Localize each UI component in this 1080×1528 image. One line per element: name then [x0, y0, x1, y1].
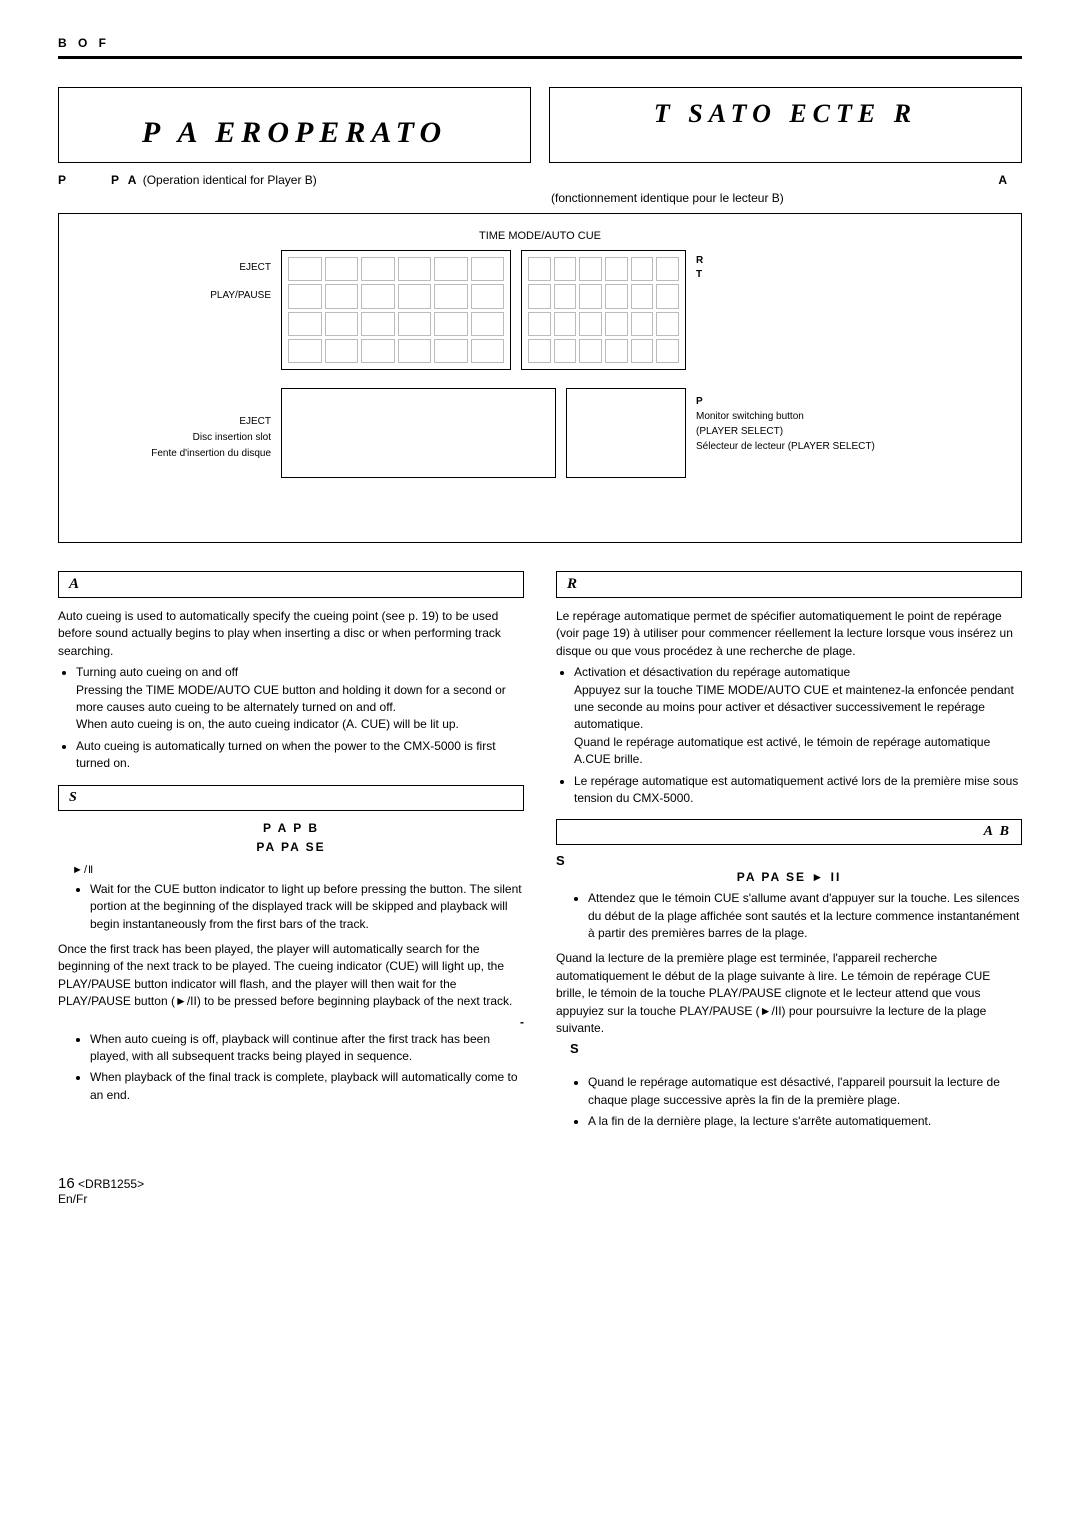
note-off-continue: When auto cueing is off, playback will c…: [90, 1031, 524, 1066]
device-mock-icon: [522, 251, 685, 369]
schem-labels-left: EJECT PLAY/PAUSE: [81, 250, 271, 310]
sub-left-paren: (Operation identical for Player B): [143, 173, 317, 187]
heading-ab: A B: [556, 819, 1022, 845]
label-playpause: PLAY/PAUSE: [81, 282, 271, 310]
bullet-activation-title: Activation et désactivation du repérage …: [574, 665, 850, 679]
sub-right-paren: (fonctionnement identique pour le lecteu…: [551, 191, 1010, 205]
step-title-l2: PA PA SE: [256, 840, 325, 854]
column-english: A Auto cueing is used to automatically s…: [58, 571, 524, 1139]
subtitle-right: A (fonctionnement identique pour le lect…: [543, 173, 1022, 205]
note-s-fr: S: [570, 1041, 1022, 1056]
page-number: 16: [58, 1175, 75, 1192]
heading-s: S: [58, 785, 524, 811]
p-reperage-intro: Le repérage automatique permet de spécif…: [556, 608, 1022, 660]
label-eject: EJECT: [81, 254, 271, 282]
schem-box-controller: [281, 250, 511, 370]
bullet-onoff-body: Pressing the TIME MODE/AUTO CUE button a…: [76, 683, 506, 714]
schematic-panel: TIME MODE/AUTO CUE EJECT PLAY/PAUSE: [58, 213, 1022, 543]
bullet-onoff-title: Turning auto cueing on and off: [76, 665, 238, 679]
header-rule: [58, 56, 1022, 59]
subtitle-row: P P A (Operation identical for Player B)…: [58, 173, 1022, 205]
note-final-end: When playback of the final track is comp…: [90, 1069, 524, 1104]
label-monitor-en: Monitor switching button: [696, 409, 999, 424]
schem-box-panel2: [521, 250, 686, 370]
column-french: R Le repérage automatique permet de spéc…: [556, 571, 1022, 1139]
bullet-attendez: Attendez que le témoin CUE s'allume avan…: [588, 890, 1022, 942]
p-apres-premiere: Quand la lecture de la première plage es…: [556, 950, 1022, 1037]
schem-bottom-right-labels: P Monitor switching button (PLAYER SELEC…: [696, 388, 999, 454]
heading-ab-text: A B: [984, 824, 1011, 840]
p-apres-premiere-text: Quand la lecture de la première plage es…: [556, 950, 1022, 1037]
bullet-onoff: Turning auto cueing on and off Pressing …: [76, 664, 524, 734]
label-player-select: (PLAYER SELECT): [696, 424, 999, 439]
bullet-auto-activation: Le repérage automatique est automatiquem…: [574, 773, 1022, 808]
heading-reperage: R: [556, 571, 1022, 598]
note-derniere: A la fin de la dernière plage, la lectur…: [588, 1113, 1022, 1130]
running-header: B O F: [58, 36, 1022, 50]
label-selecteur-fr: Sélecteur de lecteur (PLAYER SELECT): [696, 439, 999, 454]
title-right: T SATO ECTE R: [549, 87, 1022, 163]
heading-s-fr: S: [556, 853, 1022, 868]
bullet-activation-body2: Quand le repérage automatique est activé…: [574, 735, 990, 766]
note-dash: -: [58, 1015, 524, 1029]
step-block: ► / II Wait for the CUE button indicator…: [72, 863, 524, 933]
sub-left-p1: P: [58, 173, 69, 205]
title-right-line1: T SATO ECTE R: [654, 99, 917, 128]
footer-lang: En/Fr: [58, 1192, 87, 1206]
schem-top-row: EJECT PLAY/PAUSE R T: [81, 250, 999, 370]
label-t: T: [696, 268, 999, 282]
step-title-fr: PA PA SE ► II: [556, 870, 1022, 884]
bullet-activation-body: Appuyez sur la touche TIME MODE/AUTO CUE…: [574, 683, 1014, 732]
schem-bottom-left-labels: EJECT Disc insertion slot Fente d'insert…: [81, 388, 271, 462]
label-p: P: [696, 394, 999, 409]
step-block-fr: Attendez que le témoin CUE s'allume avan…: [570, 890, 1022, 942]
notes-block-fr: Quand le repérage automatique est désact…: [570, 1074, 1022, 1130]
title-row: P A EROPERATO T SATO ECTE R: [58, 87, 1022, 163]
bullet-wait-cue: Wait for the CUE button indicator to lig…: [90, 881, 524, 933]
schem-bottom-main: [281, 388, 556, 478]
label-slot-fr: Fente d'insertion du disque: [81, 446, 271, 462]
schem-bottom-side: [566, 388, 686, 478]
p-after-first-track-text: Once the first track has been played, th…: [58, 941, 524, 1011]
note-desactive: Quand le repérage automatique est désact…: [588, 1074, 1022, 1109]
body-auto-cueing: Auto cueing is used to automatically spe…: [58, 608, 524, 773]
notes-block: When auto cueing is off, playback will c…: [72, 1031, 524, 1105]
bullet-onoff-body2: When auto cueing is on, the auto cueing …: [76, 717, 459, 731]
label-slot-en: Disc insertion slot: [81, 430, 271, 446]
page-footer: 16 <DRB1255> En/Fr: [58, 1175, 1022, 1206]
label-r: R: [696, 254, 999, 268]
sub-left-p2: P A: [111, 173, 139, 187]
title-left: P A EROPERATO: [58, 87, 531, 163]
play-pause-symbol: ► / II: [72, 863, 524, 879]
label-eject2: EJECT: [81, 414, 271, 430]
schem-caption: TIME MODE/AUTO CUE: [81, 230, 999, 242]
heading-auto-cueing: A: [58, 571, 524, 598]
body-reperage: Le repérage automatique permet de spécif…: [556, 608, 1022, 807]
bullet-activation: Activation et désactivation du repérage …: [574, 664, 1022, 768]
schem-bottom-row: EJECT Disc insertion slot Fente d'insert…: [81, 388, 999, 478]
sub-right-label: A: [998, 173, 1010, 187]
footer-code: <DRB1255>: [78, 1177, 144, 1191]
schem-labels-right: R T: [696, 250, 999, 282]
subtitle-left: P P A (Operation identical for Player B): [58, 173, 525, 205]
bullet-poweron: Auto cueing is automatically turned on w…: [76, 738, 524, 773]
step-title-l1: P A P B: [263, 821, 319, 835]
p-auto-cueing-intro: Auto cueing is used to automatically spe…: [58, 608, 524, 660]
p-after-first-track: Once the first track has been played, th…: [58, 941, 524, 1011]
content-columns: A Auto cueing is used to automatically s…: [58, 571, 1022, 1139]
device-mock-icon: [282, 251, 510, 369]
step-title: P A P B PA PA SE: [58, 819, 524, 857]
